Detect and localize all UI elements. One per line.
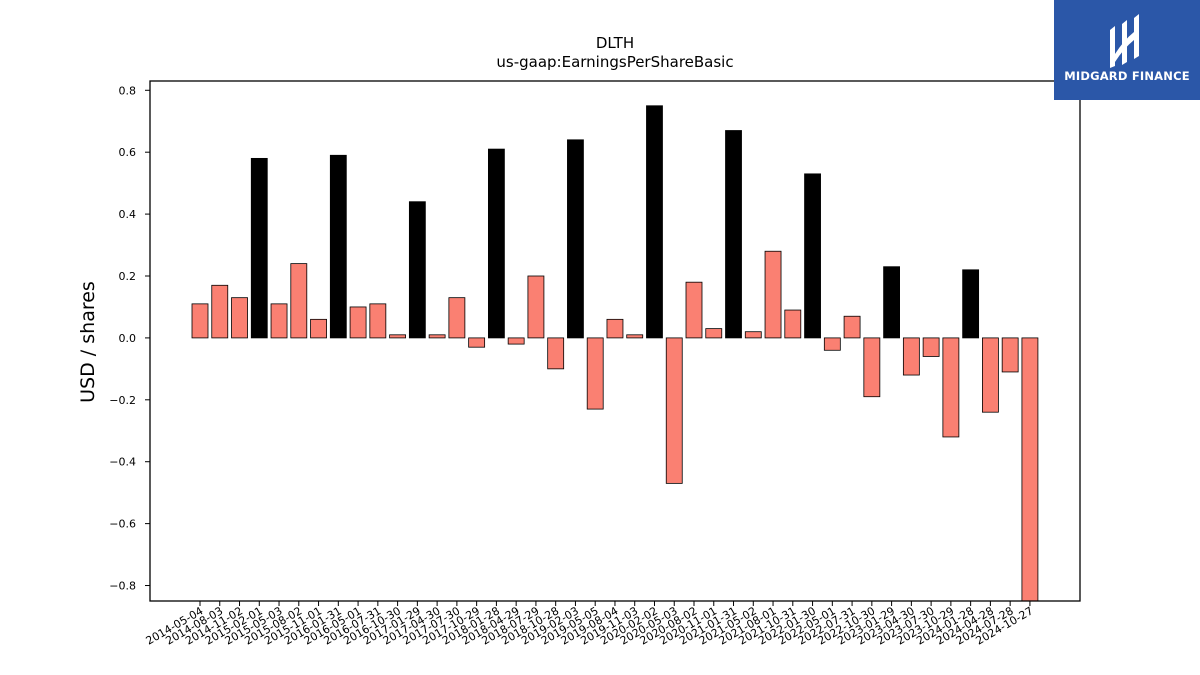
bar-2022-10-30 — [863, 337, 881, 398]
bar-2023-01-29 — [883, 266, 900, 339]
bar-2017-07-30 — [448, 297, 466, 339]
bar-2019-05-05 — [586, 337, 604, 410]
midgard-finance-logo: MIDGARD FINANCE — [1054, 0, 1200, 100]
bar-2015-02-01 — [250, 157, 268, 339]
bar-2014-11-02 — [231, 297, 248, 339]
bar-2014-05-04 — [191, 303, 209, 339]
bar-2021-05-02 — [744, 331, 762, 339]
y-tick-label: −0.4 — [109, 456, 136, 469]
y-axis-label: USD / shares — [77, 281, 99, 403]
bar-2020-05-03 — [665, 337, 683, 484]
bar-2023-10-29 — [942, 337, 960, 438]
bar-2017-10-29 — [468, 337, 486, 348]
bar-2020-02-02 — [646, 105, 663, 339]
bars — [191, 105, 1039, 602]
bar-2018-04-29 — [507, 337, 525, 345]
bar-2024-07-28 — [1001, 337, 1019, 373]
bar-2022-07-31 — [843, 315, 861, 339]
y-tick-label: −0.8 — [109, 580, 136, 593]
bar-2020-08-02 — [685, 281, 703, 339]
bar-2015-08-02 — [290, 263, 308, 339]
bar-2019-02-03 — [567, 139, 584, 339]
chart-title: DLTH — [596, 34, 634, 52]
bar-2018-01-28 — [487, 148, 505, 339]
bar-2021-08-01 — [764, 250, 782, 339]
bar-2016-01-31 — [329, 154, 347, 339]
bar-2021-01-31 — [725, 130, 742, 339]
bar-2024-04-28 — [982, 337, 999, 413]
y-tick-label: 0.2 — [119, 270, 137, 283]
bar-2023-07-30 — [922, 337, 940, 357]
bar-2022-05-01 — [823, 337, 841, 351]
logo-text: MIDGARD FINANCE — [1064, 69, 1190, 83]
y-tick-label: −0.2 — [109, 394, 136, 407]
plot-frame — [149, 80, 1081, 602]
bar-2015-11-01 — [310, 318, 327, 339]
logo-mark-icon — [1110, 14, 1139, 68]
y-tick-label: 0.0 — [119, 332, 137, 345]
bar-2014-08-03 — [211, 284, 229, 339]
bar-2022-01-30 — [804, 173, 821, 339]
x-axis: 2014-05-042014-08-032014-11-022015-02-01… — [144, 601, 1035, 648]
bar-2024-01-28 — [962, 269, 980, 339]
y-tick-label: 0.8 — [119, 84, 137, 97]
bar-2018-07-29 — [527, 275, 545, 339]
bar-2016-07-31 — [369, 303, 387, 339]
bar-2015-05-03 — [270, 303, 288, 339]
y-axis: 0.8 0.6 0.4 0.2 0.0 −0.2 −0.4 −0.6 −0.8 — [109, 84, 150, 593]
bar-2018-10-28 — [547, 337, 565, 370]
chart-subtitle: us-gaap:EarningsPerShareBasic — [496, 53, 733, 71]
bar-2024-10-27 — [1021, 337, 1039, 602]
bar-2023-04-30 — [902, 337, 920, 376]
bar-2016-10-30 — [389, 334, 407, 339]
y-tick-label: 0.6 — [119, 146, 137, 159]
bar-2020-11-01 — [705, 328, 723, 339]
y-tick-label: 0.4 — [119, 208, 137, 221]
bar-2019-08-04 — [606, 318, 624, 339]
bar-2017-01-29 — [408, 201, 426, 339]
bar-2019-11-03 — [626, 334, 644, 339]
bar-2016-05-01 — [349, 306, 367, 339]
bar-2021-10-31 — [784, 309, 802, 339]
bar-2017-04-30 — [428, 334, 446, 339]
y-tick-label: −0.6 — [109, 518, 136, 531]
